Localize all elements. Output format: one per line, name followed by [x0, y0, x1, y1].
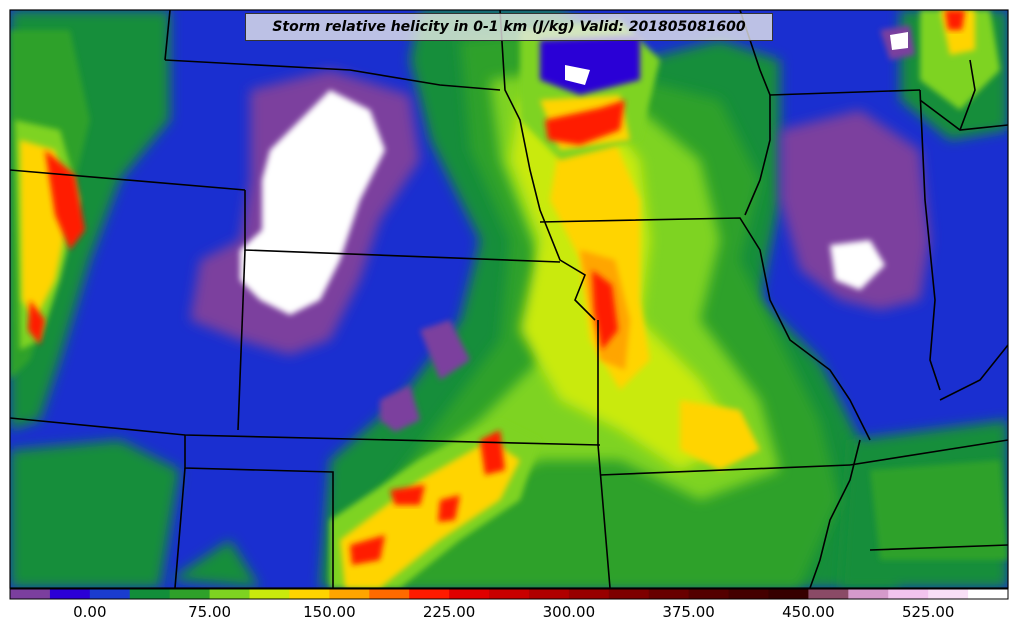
colorbar-tick-label: 525.00: [901, 603, 955, 621]
colorbar-swatch: [608, 589, 650, 599]
colorbar-swatch: [808, 589, 849, 599]
colorbar-swatch: [568, 589, 610, 599]
colorbar: [9, 588, 1009, 600]
colorbar-swatch: [528, 589, 570, 599]
colorbar-swatch: [89, 589, 131, 599]
colorbar-swatch: [249, 589, 291, 599]
field-layer: [10, 10, 1008, 588]
colorbar-swatch: [369, 589, 410, 599]
colorbar-swatch: [49, 589, 91, 599]
colorbar-swatch: [10, 589, 51, 599]
map-title: Storm relative helicity in 0-1 km (J/kg)…: [245, 13, 773, 41]
colorbar-swatch: [688, 589, 730, 599]
colorbar-swatch: [489, 589, 530, 599]
colorbar-swatch: [888, 589, 929, 599]
colorbar-tick-label: 150.00: [303, 603, 356, 621]
colorbar-swatch: [449, 589, 490, 599]
colorbar-tick-label: 75.00: [188, 603, 232, 621]
colorbar-tick-label: 0.00: [73, 603, 107, 621]
colorbar-swatch: [928, 589, 969, 599]
colorbar-tick-label: 375.00: [662, 603, 715, 621]
state-boundaries: [10, 10, 1008, 588]
colorbar-swatch: [329, 589, 370, 599]
colorbar-swatch: [289, 589, 330, 599]
colorbar-swatch: [728, 589, 770, 599]
colorbar-swatch: [209, 589, 251, 599]
colorbar-swatch: [648, 589, 690, 599]
colorbar-swatch: [129, 589, 171, 599]
colorbar-swatch: [768, 589, 809, 599]
colorbar-tick-label: 450.00: [782, 603, 835, 621]
colorbar-tick-label: 300.00: [542, 603, 596, 621]
plot-frame: [9, 9, 1009, 589]
colorbar-tick-label: 225.00: [422, 603, 476, 621]
colorbar-swatch: [968, 589, 1009, 599]
colorbar-swatch: [409, 589, 450, 599]
colorbar-swatch: [848, 589, 889, 599]
colorbar-swatch: [169, 589, 211, 599]
